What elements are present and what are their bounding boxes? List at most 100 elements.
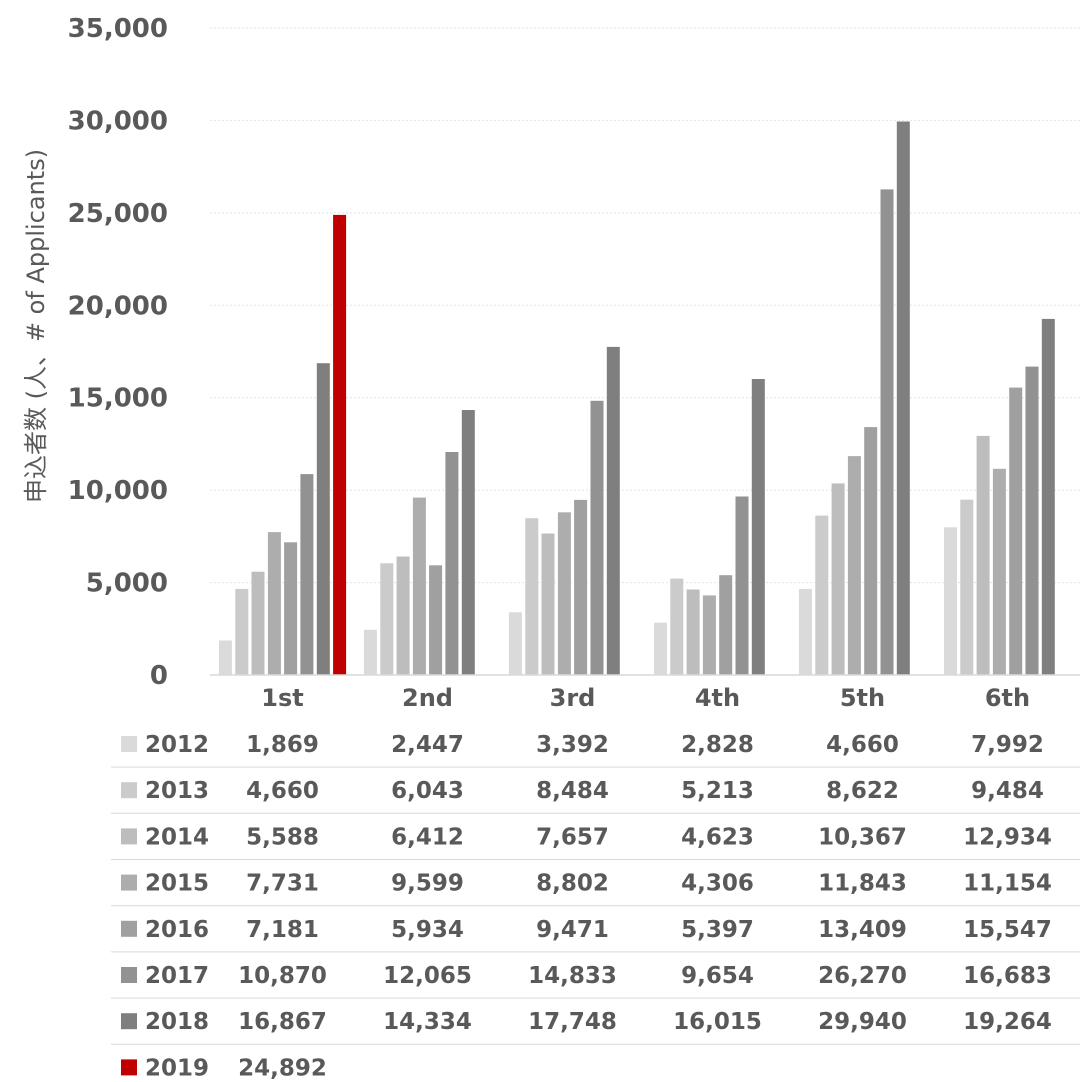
bar-2016-5th [864,427,878,675]
data-label: 11,843 [818,871,907,897]
bar-2012-3rd [508,612,522,675]
data-label: 26,270 [818,963,907,989]
data-label: 4,623 [681,824,754,850]
data-label: 8,484 [536,778,609,804]
bar-2017-2nd [445,452,459,675]
category-label: 6th [985,684,1030,712]
legend-swatch [121,1013,137,1030]
data-label: 4,660 [246,778,319,804]
data-label: 2,828 [681,732,754,758]
bar-2019-1st [333,214,347,675]
legend-swatch [121,967,137,983]
data-label: 5,397 [681,917,754,943]
bar-2014-4th [686,589,700,675]
bar-2017-4th [735,496,749,675]
legend-label: 2019 [145,1055,209,1081]
data-label: 5,213 [681,778,754,804]
y-tick-label: 20,000 [68,291,168,321]
bar-2018-6th [1041,318,1055,675]
data-label: 5,588 [246,824,319,850]
legend-swatch [121,736,137,752]
y-tick-label: 5,000 [86,569,168,599]
y-axis-label: 申込者数 (人、# of Applicants) [22,149,50,503]
bar-2013-4th [670,578,684,675]
y-tick-label: 10,000 [68,476,168,506]
data-label: 9,484 [971,778,1044,804]
bar-2012-2nd [363,629,377,675]
legend-label: 2018 [145,1009,209,1035]
category-label: 3rd [550,684,596,712]
y-tick-label: 35,000 [68,14,168,44]
bar-2012-4th [654,622,667,675]
bar-2015-1st [267,532,281,675]
bar-2014-1st [251,571,265,675]
table-row: 2016 7,181 5,934 9,471 5,397 13,409 15,547 [111,917,1080,953]
data-label: 10,870 [238,963,327,989]
data-label: 11,154 [963,871,1052,897]
bar-2012-6th [944,527,957,675]
legend-label: 2013 [145,778,209,804]
bar-2016-1st [284,542,298,675]
data-label: 12,065 [383,963,472,989]
bar-2015-4th [702,595,716,675]
gridlines [210,27,1080,584]
category-label: 4th [695,684,740,712]
legend-swatch [121,828,137,845]
legend-swatch [121,920,137,937]
data-label: 16,015 [673,1009,762,1035]
data-label: 9,654 [681,963,754,989]
data-label: 7,992 [971,732,1044,758]
bar-2013-6th [960,499,974,675]
bar-2013-5th [815,515,829,675]
data-label: 5,934 [391,917,464,943]
data-label: 16,683 [963,963,1052,989]
bar-2016-4th [719,575,733,675]
data-label: 16,867 [238,1009,327,1035]
data-label: 14,334 [383,1009,472,1035]
data-label: 3,392 [536,732,609,758]
data-label: 2,447 [391,732,464,758]
y-axis-ticks: 0 5,000 10,000 15,000 20,000 25,000 30,000 35,0… [68,14,168,691]
category-label: 2nd [402,684,453,712]
data-label: 12,934 [963,824,1052,850]
table-row: 2013 4,660 6,043 8,484 5,213 8,622 9,484 [111,778,1080,814]
bar-2014-5th [831,483,845,675]
legend-swatch [121,1059,137,1076]
table-row: 2019 24,892 [121,1055,327,1081]
legend-swatch [121,782,137,799]
y-tick-label: 30,000 [68,106,168,136]
category-label: 5th [840,684,885,712]
bar-2015-2nd [412,497,426,675]
bar-2018-3rd [606,346,620,675]
data-label: 13,409 [818,917,907,943]
data-label: 29,940 [818,1009,907,1035]
data-label: 4,660 [826,732,899,758]
bar-2014-2nd [396,556,410,675]
data-label: 15,547 [963,917,1052,943]
data-label: 14,833 [528,963,617,989]
table-row: 2012 1,869 2,447 3,392 2,828 4,660 7,992 [111,732,1080,768]
bars [218,121,1055,675]
table-row: 2017 10,870 12,065 14,833 9,654 26,270 16,683 [111,963,1080,999]
data-label: 6,043 [391,778,464,804]
data-label: 7,181 [246,917,319,943]
bar-2014-6th [976,435,990,675]
bar-2013-1st [235,588,249,675]
bar-2016-3rd [574,499,588,675]
data-label: 7,731 [246,871,319,897]
bar-2018-1st [316,363,330,675]
data-label: 8,802 [536,871,609,897]
legend-label: 2012 [145,732,209,758]
bar-2012-1st [218,640,232,675]
legend-label: 2014 [145,824,209,850]
table-row: 2015 7,731 9,599 8,802 4,306 11,843 11,154 [111,871,1080,907]
table-row: 2014 5,588 6,412 7,657 4,623 10,367 12,934 [111,824,1080,860]
bar-2018-4th [751,379,765,675]
bar-2018-5th [896,121,910,675]
data-label: 24,892 [238,1055,327,1081]
data-label: 10,367 [818,824,907,850]
bar-2015-5th [847,456,861,675]
bar-2014-3rd [541,533,555,675]
data-label: 9,599 [391,871,464,897]
